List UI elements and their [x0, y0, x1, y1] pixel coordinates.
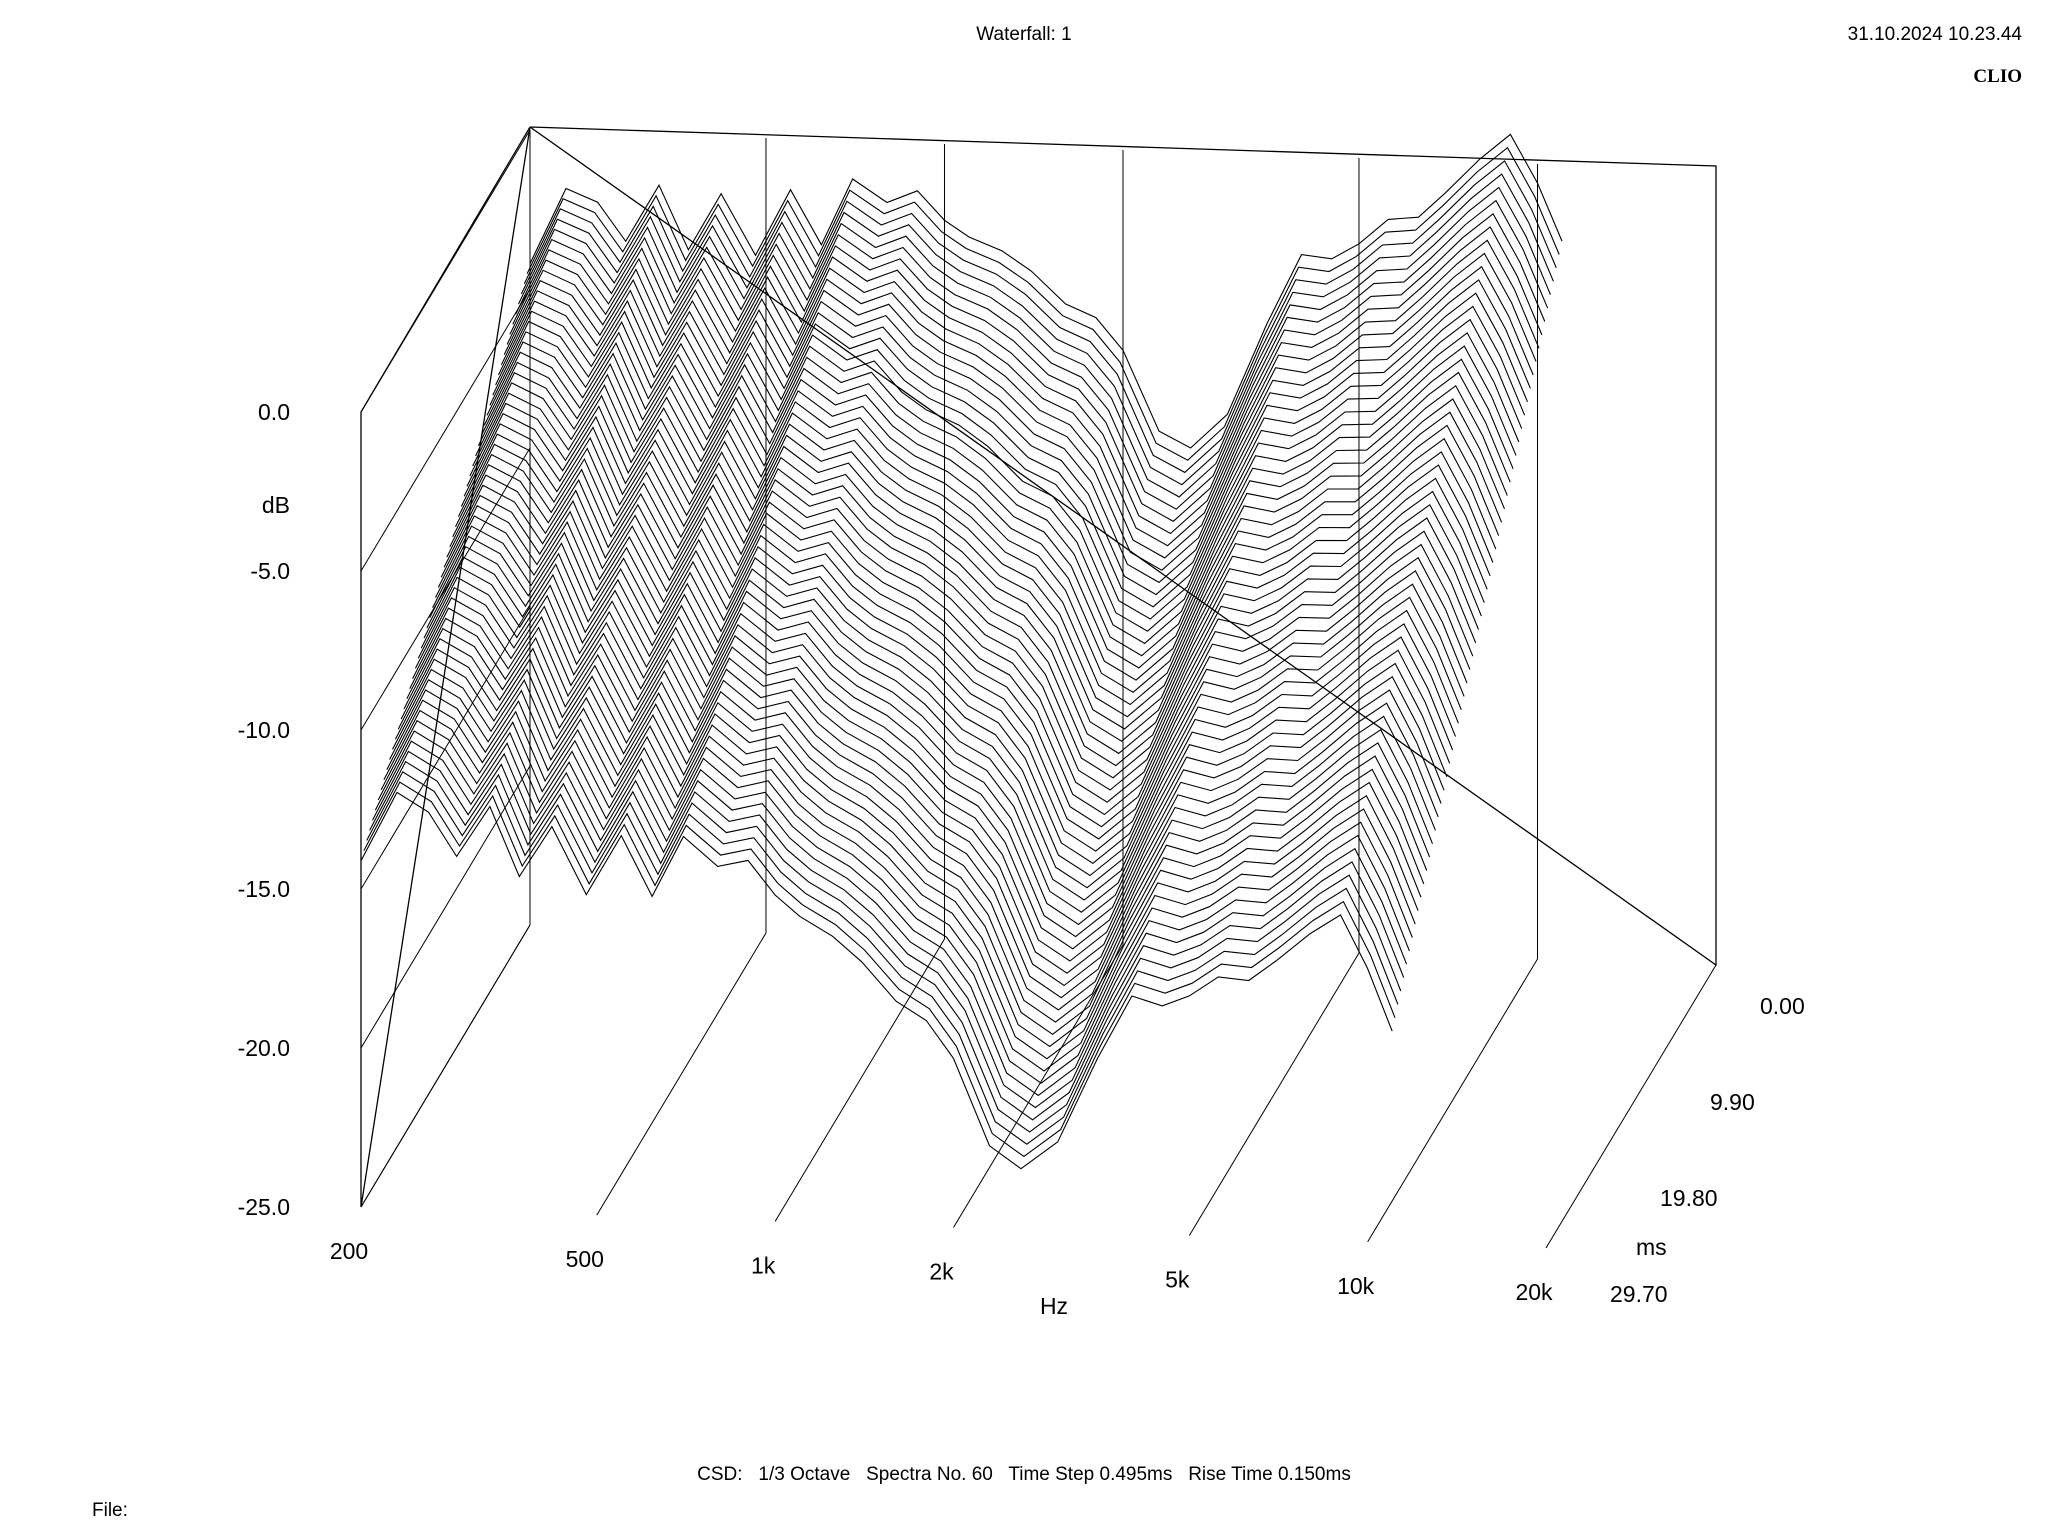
- spectrum-slice-21: [469, 402, 1503, 706]
- spectrum-slice-1: [526, 146, 1560, 461]
- measurement-settings: CSD: 1/3 Octave Spectra No. 60 Time Step…: [697, 1464, 1351, 1485]
- spectrum-slice-52: [380, 719, 1413, 1084]
- db-tick-label-4: -20.0: [238, 1035, 290, 1061]
- spectrum-slice-41: [412, 607, 1445, 950]
- freq-tick-label-0: 200: [330, 1238, 368, 1264]
- spectrum-slice-34: [432, 535, 1465, 864]
- freq-tick-label-2: 1k: [751, 1252, 776, 1278]
- spectrum-slice-13: [492, 305, 1526, 608]
- spectrum-slice-7: [509, 226, 1543, 535]
- spectrum-slice-20: [472, 392, 1506, 693]
- floor-line-freq-6: [1545, 964, 1717, 1249]
- spectrum-slice-54: [374, 740, 1408, 1109]
- spectrum-slice-55: [372, 750, 1405, 1121]
- spectrum-slice-58: [363, 781, 1396, 1158]
- spectrum-slice-37: [423, 566, 1457, 901]
- brand-logo: CLIO: [1973, 66, 2022, 87]
- spectrum-slice-56: [369, 760, 1402, 1133]
- spectrum-slice-26: [455, 453, 1488, 767]
- spectrum-slice-57: [366, 771, 1399, 1145]
- spectrum-slice-2: [523, 160, 1557, 474]
- grid-line-db-0: [360, 129, 531, 413]
- spectrum-slice-29: [446, 484, 1480, 803]
- time-tick-label-3: 29.70: [1610, 1281, 1668, 1307]
- spectrum-slice-53: [377, 730, 1410, 1097]
- db-tick-label-2: -10.0: [238, 717, 290, 743]
- db-tick-label-1: -5.0: [250, 558, 290, 584]
- spectrum-slice-47: [394, 668, 1428, 1023]
- spectrum-slice-5: [515, 199, 1549, 510]
- spectrum-slice-0: [529, 133, 1563, 449]
- spectrum-slice-50: [386, 699, 1419, 1060]
- axis-labels: 0.0 -5.0 -10.0 -15.0 -20.0 -25.0 dB 200 500 1k 2k 5…: [238, 399, 1805, 1319]
- spectrum-slice-25: [457, 443, 1491, 755]
- floor-line-freq-5: [1367, 958, 1538, 1243]
- grid-line-db-5: [360, 924, 531, 1208]
- spectrum-slice-38: [420, 576, 1454, 913]
- spectrum-slice-44: [403, 638, 1436, 987]
- spectrum-slice-49: [389, 689, 1422, 1048]
- freq-tick-label-6: 20k: [1515, 1279, 1553, 1305]
- db-tick-label-0: 0.0: [258, 399, 290, 425]
- spectrum-slice-48: [392, 679, 1425, 1035]
- spectrum-slice-18: [477, 371, 1511, 669]
- spectrum-slice-36: [426, 556, 1459, 889]
- freq-tick-label-4: 5k: [1165, 1267, 1190, 1293]
- spectrum-slice-39: [417, 586, 1451, 926]
- spectrum-slice-30: [443, 494, 1477, 816]
- spectrum-slice-6: [512, 212, 1546, 522]
- time-tick-label-0: 0.00: [1760, 993, 1805, 1019]
- spectrum-slice-42: [409, 617, 1442, 962]
- spectrum-slice-22: [466, 412, 1500, 718]
- spectrum-slice-16: [483, 345, 1517, 645]
- freq-tick-label-1: 500: [566, 1246, 604, 1272]
- freq-tick-label-5: 10k: [1337, 1273, 1375, 1299]
- spectrum-slice-31: [440, 505, 1474, 828]
- spectrum-slice-19: [475, 382, 1508, 681]
- spectrum-slice-27: [452, 464, 1485, 779]
- timestamp: 31.10.2024 10.23.44: [1847, 24, 2022, 45]
- spectrum-slice-51: [383, 709, 1416, 1072]
- spectrum-slice-24: [460, 433, 1494, 742]
- db-tick-label-3: -15.0: [238, 876, 290, 902]
- spectrum-slice-28: [449, 474, 1482, 791]
- freq-axis-label: Hz: [1040, 1293, 1068, 1319]
- spectrum-slice-17: [480, 358, 1514, 657]
- floor-line-freq-1: [596, 932, 767, 1216]
- chart-title: Waterfall: 1: [976, 24, 1072, 45]
- spectrum-slice-40: [414, 597, 1448, 938]
- spectrum-slice-46: [397, 658, 1431, 1011]
- spectrum-slice-4: [518, 186, 1552, 498]
- spectrum-slice-15: [486, 332, 1520, 632]
- floor-line-freq-4: [1188, 952, 1360, 1236]
- spectrum-slice-11: [498, 279, 1531, 584]
- spectrum-slice-33: [435, 525, 1468, 852]
- spectrum-slice-32: [437, 515, 1471, 840]
- grid-line-db-3: [360, 606, 531, 890]
- spectrum-slice-14: [489, 318, 1523, 620]
- spectra-slices: [360, 133, 1563, 1170]
- time-tick-label-2: 19.80: [1660, 1185, 1718, 1211]
- db-axis-label: dB: [262, 492, 290, 518]
- spectrum-slice-43: [406, 627, 1439, 974]
- spectrum-slice-59: [360, 791, 1393, 1170]
- freq-tick-label-3: 2k: [929, 1259, 954, 1285]
- grid-line-db-1: [360, 288, 531, 572]
- time-axis-label: ms: [1636, 1234, 1667, 1260]
- spectrum-slice-45: [400, 648, 1434, 999]
- grid-line-db-4: [360, 765, 531, 1049]
- db-tick-label-5: -25.0: [238, 1194, 290, 1220]
- spectrum-slice-9: [503, 252, 1537, 559]
- spectrum-slice-10: [500, 265, 1534, 571]
- plot-grid: [360, 129, 1717, 1249]
- floor-line-freq-3: [953, 944, 1124, 1228]
- file-label: File:: [92, 1500, 128, 1521]
- spectrum-slice-8: [506, 239, 1540, 547]
- spectrum-slice-3: [520, 173, 1554, 486]
- spectrum-slice-12: [495, 292, 1529, 596]
- time-tick-label-1: 9.90: [1710, 1089, 1755, 1115]
- spectrum-slice-35: [429, 545, 1462, 877]
- spectrum-slice-23: [463, 423, 1497, 730]
